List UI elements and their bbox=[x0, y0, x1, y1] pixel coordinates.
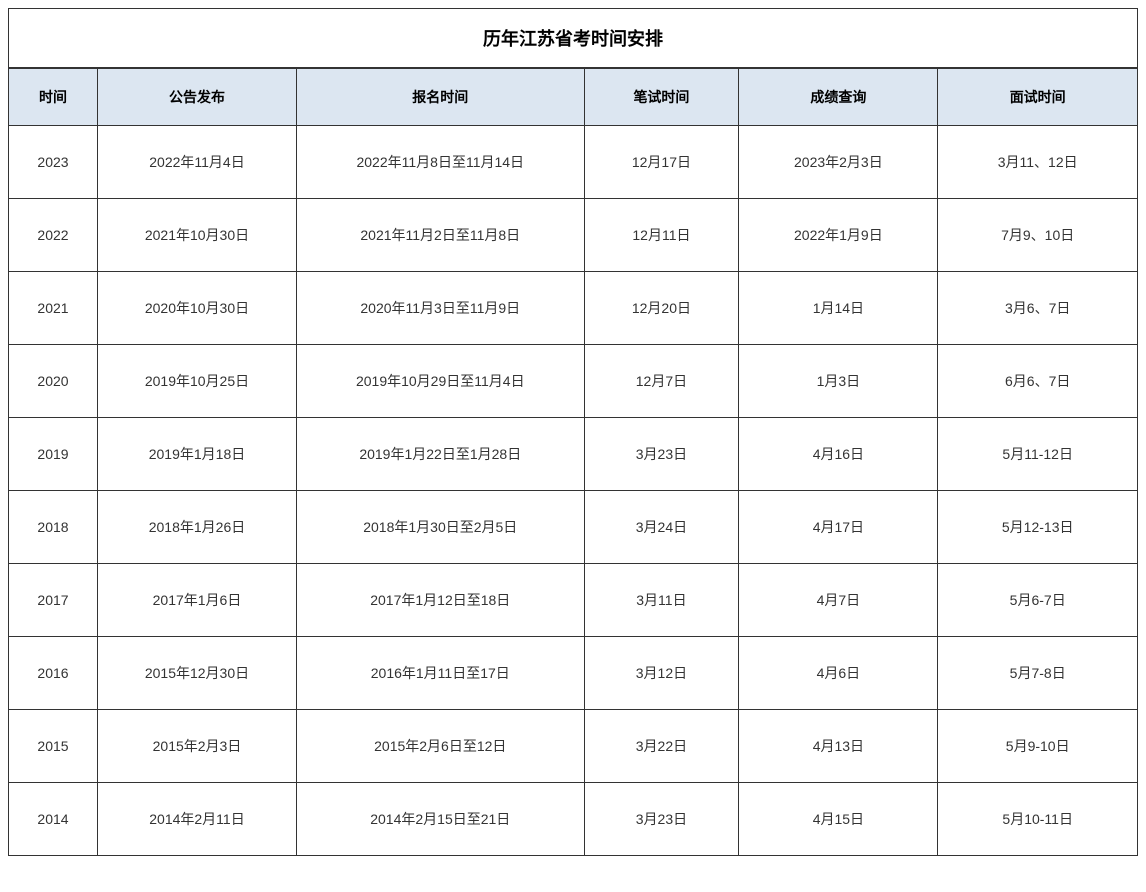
cell-register: 2019年1月22日至1月28日 bbox=[297, 418, 585, 491]
header-written: 笔试时间 bbox=[584, 69, 739, 126]
cell-year: 2020 bbox=[9, 345, 97, 418]
cell-score: 1月3日 bbox=[739, 345, 938, 418]
cell-score: 4月15日 bbox=[739, 783, 938, 856]
table-row: 20202019年10月25日2019年10月29日至11月4日12月7日1月3… bbox=[9, 345, 1137, 418]
cell-register: 2018年1月30日至2月5日 bbox=[297, 491, 585, 564]
header-row: 时间 公告发布 报名时间 笔试时间 成绩查询 面试时间 bbox=[9, 69, 1137, 126]
cell-register: 2020年11月3日至11月9日 bbox=[297, 272, 585, 345]
table-header: 时间 公告发布 报名时间 笔试时间 成绩查询 面试时间 bbox=[9, 69, 1137, 126]
cell-interview: 5月10-11日 bbox=[938, 783, 1137, 856]
cell-interview: 5月12-13日 bbox=[938, 491, 1137, 564]
cell-announce: 2017年1月6日 bbox=[97, 564, 296, 637]
cell-announce: 2015年12月30日 bbox=[97, 637, 296, 710]
cell-announce: 2015年2月3日 bbox=[97, 710, 296, 783]
cell-interview: 5月11-12日 bbox=[938, 418, 1137, 491]
cell-register: 2017年1月12日至18日 bbox=[297, 564, 585, 637]
cell-year: 2022 bbox=[9, 199, 97, 272]
header-score: 成绩查询 bbox=[739, 69, 938, 126]
cell-interview: 5月9-10日 bbox=[938, 710, 1137, 783]
schedule-table-container: 历年江苏省考时间安排 时间 公告发布 报名时间 笔试时间 成绩查询 面试时间 2… bbox=[8, 8, 1138, 856]
cell-written: 3月11日 bbox=[584, 564, 739, 637]
table-row: 20192019年1月18日2019年1月22日至1月28日3月23日4月16日… bbox=[9, 418, 1137, 491]
cell-year: 2021 bbox=[9, 272, 97, 345]
cell-score: 4月7日 bbox=[739, 564, 938, 637]
cell-written: 3月24日 bbox=[584, 491, 739, 564]
cell-register: 2022年11月8日至11月14日 bbox=[297, 126, 585, 199]
table-row: 20152015年2月3日2015年2月6日至12日3月22日4月13日5月9-… bbox=[9, 710, 1137, 783]
cell-announce: 2021年10月30日 bbox=[97, 199, 296, 272]
cell-register: 2015年2月6日至12日 bbox=[297, 710, 585, 783]
table-title: 历年江苏省考时间安排 bbox=[9, 9, 1137, 68]
header-register: 报名时间 bbox=[297, 69, 585, 126]
schedule-table: 时间 公告发布 报名时间 笔试时间 成绩查询 面试时间 20232022年11月… bbox=[9, 68, 1137, 855]
table-row: 20212020年10月30日2020年11月3日至11月9日12月20日1月1… bbox=[9, 272, 1137, 345]
cell-written: 3月23日 bbox=[584, 418, 739, 491]
table-row: 20162015年12月30日2016年1月11日至17日3月12日4月6日5月… bbox=[9, 637, 1137, 710]
table-row: 20182018年1月26日2018年1月30日至2月5日3月24日4月17日5… bbox=[9, 491, 1137, 564]
header-year: 时间 bbox=[9, 69, 97, 126]
cell-interview: 5月6-7日 bbox=[938, 564, 1137, 637]
cell-announce: 2019年1月18日 bbox=[97, 418, 296, 491]
cell-score: 4月17日 bbox=[739, 491, 938, 564]
cell-score: 4月13日 bbox=[739, 710, 938, 783]
cell-year: 2018 bbox=[9, 491, 97, 564]
cell-written: 3月23日 bbox=[584, 783, 739, 856]
cell-written: 12月17日 bbox=[584, 126, 739, 199]
cell-interview: 3月6、7日 bbox=[938, 272, 1137, 345]
cell-interview: 5月7-8日 bbox=[938, 637, 1137, 710]
cell-register: 2021年11月2日至11月8日 bbox=[297, 199, 585, 272]
cell-interview: 7月9、10日 bbox=[938, 199, 1137, 272]
table-row: 20232022年11月4日2022年11月8日至11月14日12月17日202… bbox=[9, 126, 1137, 199]
table-row: 20142014年2月11日2014年2月15日至21日3月23日4月15日5月… bbox=[9, 783, 1137, 856]
cell-announce: 2019年10月25日 bbox=[97, 345, 296, 418]
cell-year: 2019 bbox=[9, 418, 97, 491]
cell-score: 4月16日 bbox=[739, 418, 938, 491]
cell-year: 2017 bbox=[9, 564, 97, 637]
cell-written: 12月7日 bbox=[584, 345, 739, 418]
table-row: 20172017年1月6日2017年1月12日至18日3月11日4月7日5月6-… bbox=[9, 564, 1137, 637]
cell-announce: 2018年1月26日 bbox=[97, 491, 296, 564]
cell-register: 2014年2月15日至21日 bbox=[297, 783, 585, 856]
cell-announce: 2014年2月11日 bbox=[97, 783, 296, 856]
header-interview: 面试时间 bbox=[938, 69, 1137, 126]
cell-written: 12月20日 bbox=[584, 272, 739, 345]
cell-score: 4月6日 bbox=[739, 637, 938, 710]
cell-register: 2019年10月29日至11月4日 bbox=[297, 345, 585, 418]
cell-written: 3月12日 bbox=[584, 637, 739, 710]
cell-year: 2014 bbox=[9, 783, 97, 856]
cell-register: 2016年1月11日至17日 bbox=[297, 637, 585, 710]
cell-score: 2022年1月9日 bbox=[739, 199, 938, 272]
cell-announce: 2022年11月4日 bbox=[97, 126, 296, 199]
cell-year: 2015 bbox=[9, 710, 97, 783]
cell-score: 1月14日 bbox=[739, 272, 938, 345]
cell-interview: 3月11、12日 bbox=[938, 126, 1137, 199]
cell-year: 2016 bbox=[9, 637, 97, 710]
table-body: 20232022年11月4日2022年11月8日至11月14日12月17日202… bbox=[9, 126, 1137, 856]
cell-year: 2023 bbox=[9, 126, 97, 199]
cell-announce: 2020年10月30日 bbox=[97, 272, 296, 345]
cell-interview: 6月6、7日 bbox=[938, 345, 1137, 418]
cell-written: 3月22日 bbox=[584, 710, 739, 783]
cell-score: 2023年2月3日 bbox=[739, 126, 938, 199]
cell-written: 12月11日 bbox=[584, 199, 739, 272]
header-announce: 公告发布 bbox=[97, 69, 296, 126]
table-row: 20222021年10月30日2021年11月2日至11月8日12月11日202… bbox=[9, 199, 1137, 272]
